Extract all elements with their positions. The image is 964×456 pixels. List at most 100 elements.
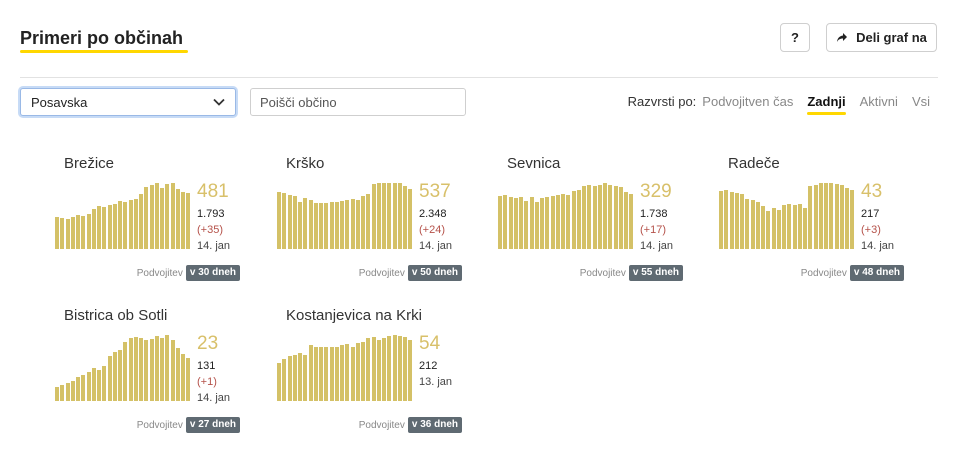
chart-bar	[361, 342, 366, 401]
chart-bar	[503, 195, 508, 249]
chart-bar	[587, 185, 592, 249]
chart-bar	[519, 197, 524, 249]
chart-bar	[277, 363, 282, 401]
chart-bar	[112, 352, 117, 401]
chart-bar	[329, 202, 334, 249]
active-cases: 23	[197, 333, 219, 354]
chart-bar	[597, 185, 602, 249]
municipality-card[interactable]: Radeče 43 217 (+3) 14. jan Podvojitev v …	[719, 155, 904, 285]
municipality-search-input[interactable]: Poišči občino	[250, 88, 466, 116]
doubling-badge: v 48 dneh	[849, 265, 904, 281]
chart-bar	[139, 338, 144, 401]
chart-bar	[118, 350, 123, 401]
chart-bar	[566, 195, 571, 249]
chart-bar	[334, 347, 339, 401]
chart-bar	[154, 183, 159, 249]
help-button[interactable]: ?	[780, 23, 810, 52]
daily-change: (+35)	[197, 224, 223, 236]
chart-bar	[76, 377, 81, 401]
chart-bar	[102, 366, 107, 401]
doubling-label: Podvojitev	[136, 419, 183, 431]
chart-bar	[308, 345, 313, 401]
chart-bar	[850, 190, 855, 249]
chart-bar	[350, 199, 355, 249]
chart-bar	[792, 205, 797, 249]
municipality-chart	[277, 335, 413, 401]
chart-bar	[324, 347, 329, 401]
sort-option-doubling[interactable]: Podvojitven čas	[702, 94, 794, 109]
daily-change: (+24)	[419, 224, 445, 236]
chart-bar	[55, 387, 60, 401]
municipality-chart	[498, 183, 634, 249]
chart-bar	[366, 338, 371, 401]
chart-bar	[397, 183, 402, 249]
chart-bar	[755, 202, 760, 249]
municipality-name: Brežice	[64, 155, 115, 172]
chart-bar	[133, 337, 138, 401]
chart-bar	[181, 354, 186, 401]
chart-bar	[355, 343, 360, 401]
chart-bar	[86, 214, 91, 249]
chart-bar	[292, 196, 297, 249]
municipality-card[interactable]: Bistrica ob Sotli 23 131 (+1) 14. jan Po…	[55, 307, 240, 437]
chart-bar	[345, 344, 350, 401]
chart-bar	[766, 211, 771, 249]
chart-bar	[808, 186, 813, 249]
doubling-label: Podvojitev	[579, 267, 626, 279]
sort-option-all[interactable]: Vsi	[911, 94, 930, 109]
chart-bar	[797, 204, 802, 249]
chart-bar	[845, 188, 850, 249]
page-title: Primeri po občinah	[20, 28, 184, 48]
chart-bar	[782, 205, 787, 249]
search-placeholder: Poišči občino	[260, 94, 337, 110]
chart-bar	[170, 340, 175, 401]
chart-bar	[361, 196, 366, 249]
chart-bar	[592, 186, 597, 249]
chart-bar	[397, 336, 402, 401]
chart-bar	[287, 356, 292, 401]
chart-bar	[524, 201, 529, 249]
chart-bar	[123, 202, 128, 249]
chart-bar	[118, 201, 123, 249]
sort-controls: Razvrsti po: Podvojitven čas Zadnji Akti…	[628, 94, 930, 115]
chart-bar	[750, 200, 755, 249]
municipality-name: Bistrica ob Sotli	[64, 307, 168, 324]
chart-bar	[498, 196, 503, 249]
municipality-card[interactable]: Sevnica 329 1.738 (+17) 14. jan Podvojit…	[498, 155, 683, 285]
title-underline	[20, 50, 188, 53]
municipality-card[interactable]: Kostanjevica na Krki 54 212 13. jan Podv…	[277, 307, 462, 437]
chart-bar	[403, 186, 408, 249]
last-date: 14. jan	[197, 240, 231, 252]
sort-option-latest[interactable]: Zadnji	[807, 94, 846, 115]
chart-bar	[392, 335, 397, 401]
chart-bar	[287, 195, 292, 249]
chart-bar	[107, 205, 112, 249]
chart-bar	[829, 183, 834, 249]
municipality-card[interactable]: Krško 537 2.348 (+24) 14. jan Podvojitev…	[277, 155, 462, 285]
chart-bar	[371, 184, 376, 249]
chart-bar	[608, 185, 613, 249]
chart-bar	[761, 206, 766, 249]
chart-bar	[81, 216, 86, 249]
chart-bar	[160, 338, 165, 401]
chart-bar	[154, 336, 159, 401]
share-button[interactable]: Deli graf na	[826, 23, 937, 52]
chart-bar	[340, 201, 345, 249]
chart-bar	[107, 356, 112, 401]
chart-bar	[165, 184, 170, 249]
chart-bar	[729, 192, 734, 249]
chart-bar	[313, 203, 318, 249]
last-date: 14. jan	[861, 240, 895, 252]
chart-bar	[139, 194, 144, 249]
chart-bar	[376, 183, 381, 249]
municipality-card[interactable]: Brežice 481 1.793 (+35) 14. jan Podvojit…	[55, 155, 240, 285]
chart-bar	[734, 193, 739, 249]
chart-bar	[102, 207, 107, 249]
chart-bar	[550, 196, 555, 249]
chart-bar	[624, 192, 629, 249]
chart-bar	[165, 335, 170, 401]
sort-option-active[interactable]: Aktivni	[859, 94, 898, 109]
chart-bar	[65, 383, 70, 401]
last-date: 14. jan	[197, 392, 231, 404]
region-select[interactable]: Posavska	[20, 88, 236, 116]
